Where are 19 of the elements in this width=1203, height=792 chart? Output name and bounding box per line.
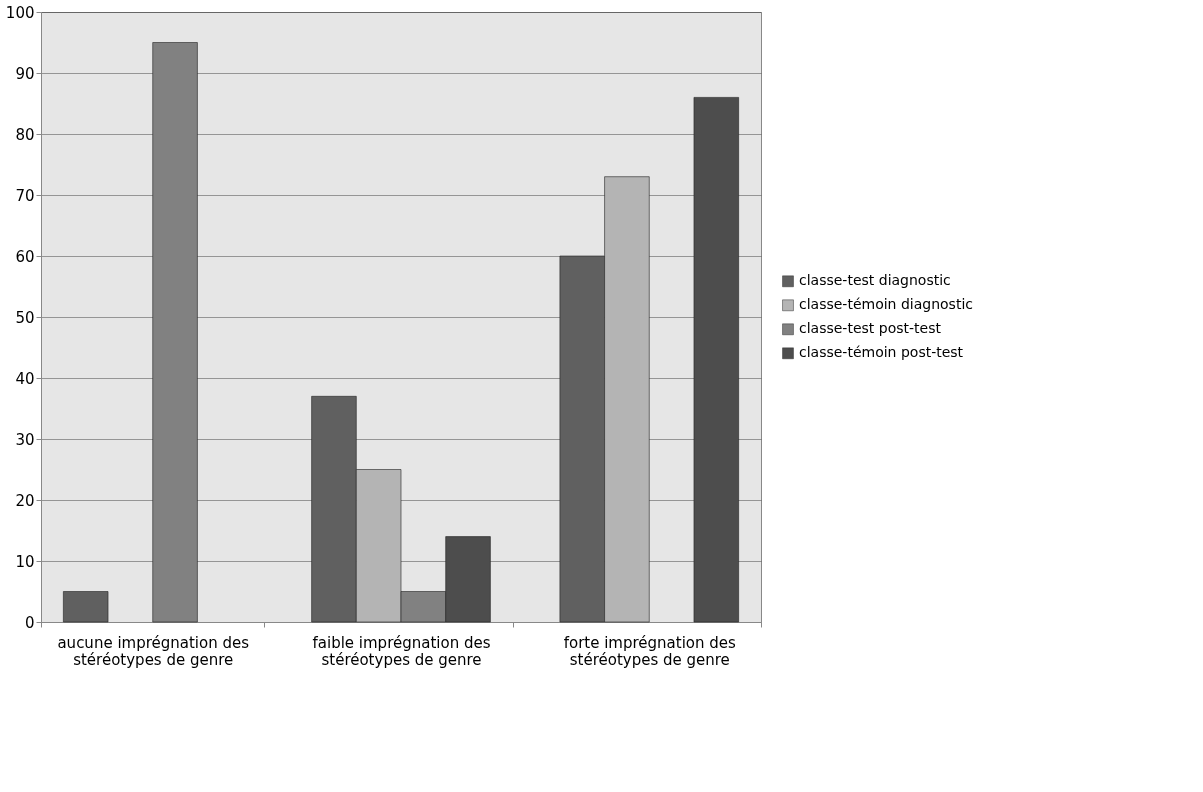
y-tick-label: 20	[15, 491, 35, 510]
x-tick-label: forte imprégnation des stéréotypes de genre	[563, 633, 737, 669]
x-tick-label: aucune imprégnation des stéréotypes de genre	[57, 633, 250, 669]
y-tick-label: 70	[15, 186, 35, 205]
y-tick-label: 90	[15, 64, 35, 83]
y-tick-label: 60	[15, 247, 35, 266]
y-tick-label: 50	[15, 308, 35, 327]
legend-label: classe-témoin diagnostic	[799, 296, 973, 313]
x-tick-label: faible imprégnation des stéréotypes de genre	[312, 633, 491, 669]
legend-label: classe-test diagnostic	[799, 272, 951, 289]
legend-label: classe-témoin post-test	[799, 344, 964, 361]
legend-label: classe-test post-test	[799, 320, 942, 337]
y-tick-label: 80	[15, 125, 35, 144]
y-tick-label: 30	[15, 430, 35, 449]
y-tick-label: 40	[15, 369, 35, 388]
y-tick-label: 10	[15, 552, 35, 571]
y-tick-label: 0	[24, 613, 35, 632]
y-tick-label: 100	[5, 3, 35, 22]
bar	[63, 591, 109, 623]
